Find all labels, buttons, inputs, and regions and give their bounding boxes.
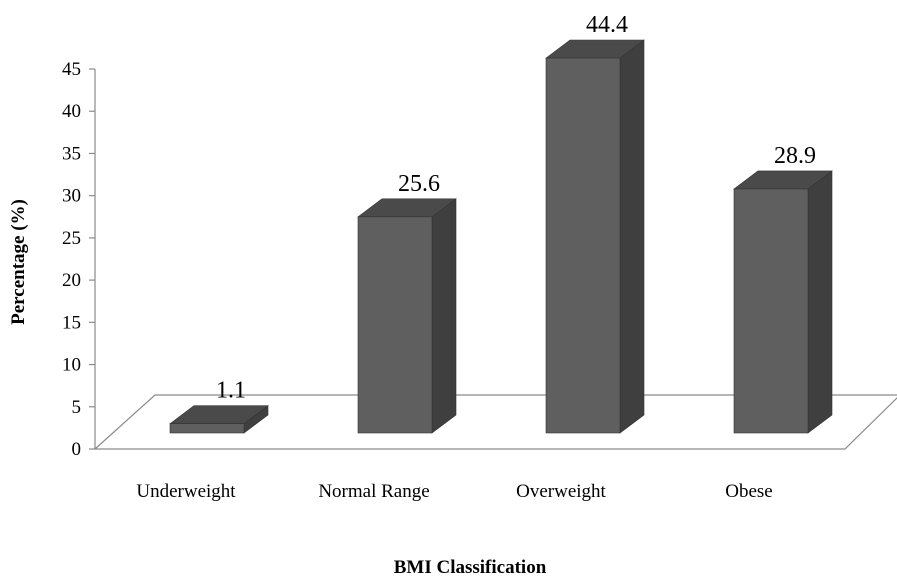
floor-plane xyxy=(93,394,897,450)
bar-normal-range-side xyxy=(431,198,457,434)
bar-overweight-side xyxy=(619,39,645,434)
bar-obese-side xyxy=(807,170,833,434)
data-label-overweight: 44.4 xyxy=(586,12,628,38)
x-tick-label-overweight: Overweight xyxy=(516,481,606,502)
y-tick-label: 35 xyxy=(62,143,81,164)
x-tick-label-normal-range: Normal Range xyxy=(318,481,429,502)
y-tick-label: 10 xyxy=(62,355,81,376)
bar-underweight xyxy=(169,423,245,434)
x-axis-title: BMI Classification xyxy=(394,557,547,577)
bar-obese xyxy=(733,188,809,434)
x-tick-label-obese: Obese xyxy=(725,481,772,502)
y-tick-label: 5 xyxy=(72,397,82,418)
bar-normal-range xyxy=(357,216,433,434)
y-tick-label: 40 xyxy=(62,101,81,122)
data-label-normal-range: 25.6 xyxy=(398,171,440,197)
y-tick-label: 30 xyxy=(62,186,81,207)
y-tick-label: 15 xyxy=(62,312,81,333)
y-tick-label: 25 xyxy=(62,228,81,249)
y-axis-title: Percentage (%) xyxy=(8,199,29,325)
bar-overweight xyxy=(545,57,621,434)
data-label-underweight: 1.1 xyxy=(216,378,246,404)
y-tick-label: 45 xyxy=(62,59,81,80)
x-tick-label-underweight: Underweight xyxy=(136,481,236,502)
y-tick-label: 0 xyxy=(72,439,82,460)
y-tick-label: 20 xyxy=(62,270,81,291)
data-label-obese: 28.9 xyxy=(774,143,816,169)
